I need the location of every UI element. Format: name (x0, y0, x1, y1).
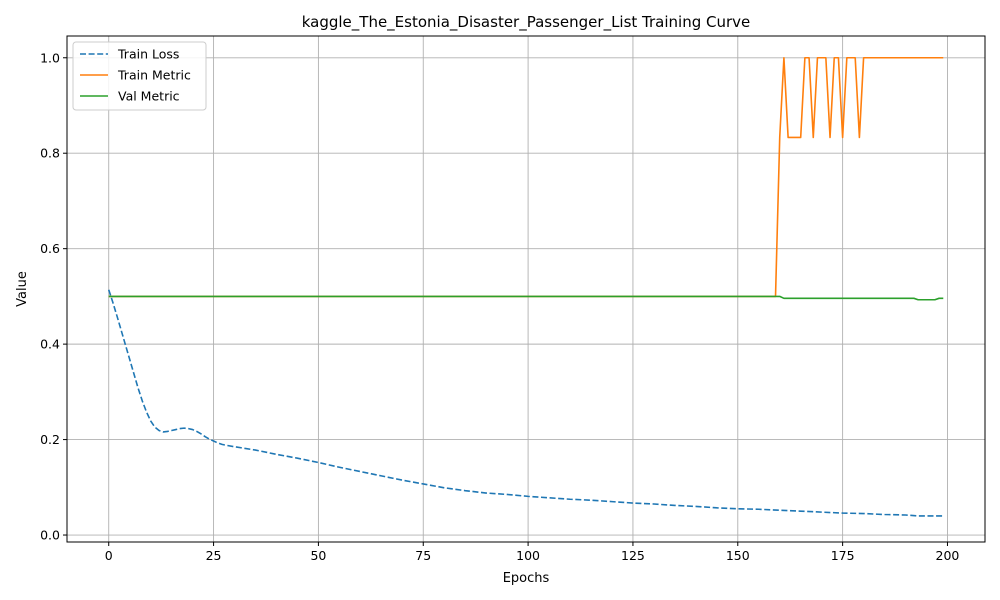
x-tick-label: 0 (105, 548, 113, 563)
x-tick-label: 25 (206, 548, 222, 563)
legend-label-train-metric: Train Metric (117, 68, 191, 83)
y-axis-label: Value (15, 271, 30, 307)
series-line-train-metric (108, 56, 944, 298)
x-tick-label: 200 (936, 548, 960, 563)
y-tick-label: 0.2 (40, 432, 60, 447)
series-line-val-metric (108, 295, 944, 301)
y-axis-ticks: 0.0 0.2 0.4 0.6 0.8 1.0 (40, 50, 67, 543)
y-tick-label: 0.0 (40, 528, 60, 543)
legend: Train Loss Train Metric Val Metric (72, 41, 207, 111)
x-tick-label: 75 (415, 548, 431, 563)
legend-box (72, 41, 207, 111)
chart-title: kaggle_The_Estonia_Disaster_Passenger_Li… (302, 13, 751, 32)
x-tick-label: 50 (310, 548, 326, 563)
x-tick-label: 150 (726, 548, 750, 563)
x-tick-label: 125 (621, 548, 645, 563)
grid (67, 36, 985, 542)
plot-frame (66, 35, 986, 543)
y-tick-label: 0.6 (40, 241, 60, 256)
y-tick-label: 0.4 (40, 337, 60, 352)
y-tick-label: 0.8 (40, 146, 60, 161)
legend-label-val-metric: Val Metric (118, 89, 180, 104)
x-axis-label: Epochs (503, 571, 550, 586)
x-tick-label: 100 (516, 548, 540, 563)
x-axis-ticks: 0 25 50 75 100 125 150 175 200 (105, 542, 960, 563)
legend-label-train-loss: Train Loss (117, 47, 179, 62)
series-layer (107, 56, 944, 517)
x-tick-label: 175 (831, 548, 855, 563)
y-tick-label: 1.0 (40, 50, 60, 65)
series-line-train-loss (107, 289, 944, 517)
